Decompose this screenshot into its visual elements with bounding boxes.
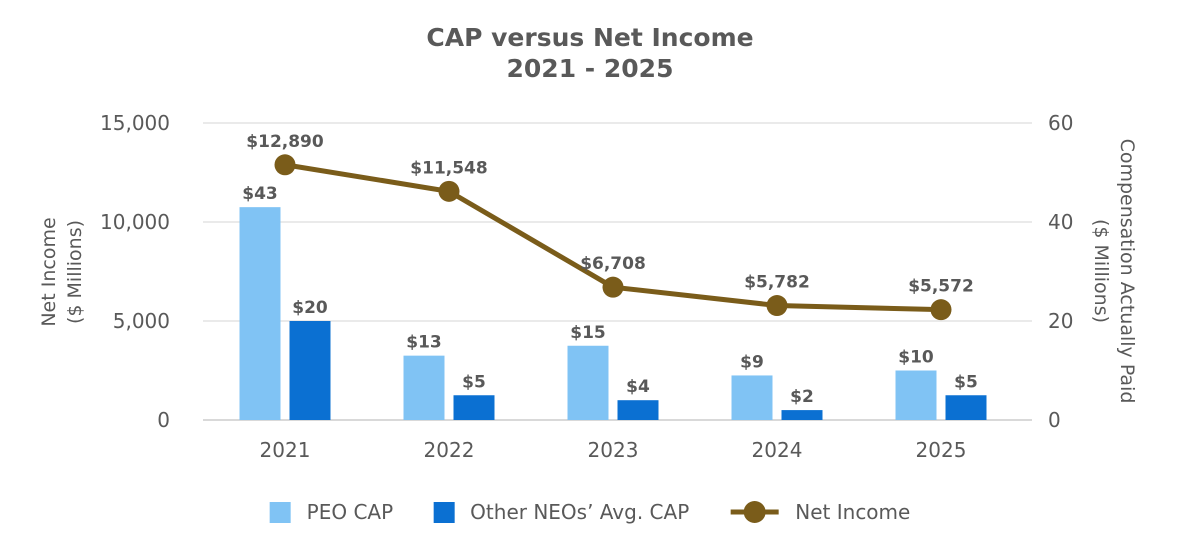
bar-other-neos-avg-cap-2021 [289, 321, 331, 420]
right-axis-tick: 20 [1048, 309, 1073, 333]
left-axis-tick: 5,000 [113, 309, 170, 333]
bar-other-neos-avg-cap-2022 [453, 395, 495, 420]
bar-label-peo-cap-2024: $9 [740, 352, 764, 372]
bar-label-other-neos-avg-cap-2025: $5 [954, 372, 978, 392]
net-income-label-2024: $5,782 [744, 273, 810, 293]
bar-label-peo-cap-2023: $15 [570, 323, 606, 343]
net-income-marker-2025 [930, 299, 952, 321]
legend-label-net-income: Net Income [795, 500, 911, 524]
x-axis-label-2025: 2025 [916, 438, 967, 462]
bar-other-neos-avg-cap-2023 [617, 400, 659, 420]
net-income-label-2021: $12,890 [246, 132, 324, 152]
bar-label-other-neos-avg-cap-2022: $5 [462, 372, 486, 392]
bar-peo-cap-2021 [239, 207, 281, 420]
net-income-label-2023: $6,708 [580, 254, 646, 274]
legend-item-peo-cap: PEO CAP [269, 500, 394, 524]
left-axis-tick: 10,000 [100, 210, 170, 234]
bar-label-other-neos-avg-cap-2021: $20 [292, 298, 328, 318]
bar-other-neos-avg-cap-2025 [945, 395, 987, 420]
x-axis-label-2022: 2022 [424, 438, 475, 462]
net-income-marker-2021 [274, 154, 296, 176]
net-income-line-marker-icon [730, 501, 779, 523]
legend-item-net-income: Net Income [729, 499, 910, 525]
chart-title-line2: 2021 - 2025 [506, 54, 674, 83]
net-income-marker-2024 [766, 295, 788, 317]
bar-other-neos-avg-cap-2024 [781, 410, 823, 420]
bar-label-peo-cap-2022: $13 [406, 333, 442, 353]
bar-label-other-neos-avg-cap-2024: $2 [790, 387, 814, 407]
legend-item-other-neos-avg-cap: Other NEOs’ Avg. CAP [433, 500, 689, 524]
bar-label-other-neos-avg-cap-2023: $4 [626, 377, 650, 397]
other-neos-avg-cap-swatch-icon [433, 501, 455, 523]
net-income-marker-2022 [438, 180, 460, 202]
right-axis-tick: 40 [1048, 210, 1073, 234]
legend: PEO CAP Other NEOs’ Avg. CAP Net Income [269, 499, 910, 525]
legend-label-other-neos-avg-cap: Other NEOs’ Avg. CAP [470, 500, 690, 524]
x-axis-label-2023: 2023 [588, 438, 639, 462]
x-axis-label-2024: 2024 [752, 438, 803, 462]
left-axis-tick: 15,000 [100, 111, 170, 135]
bar-label-peo-cap-2021: $43 [242, 184, 278, 204]
chart-title-line1: CAP versus Net Income [426, 23, 754, 52]
net-income-label-2022: $11,548 [410, 158, 487, 178]
bar-peo-cap-2022 [403, 355, 445, 420]
net-income-label-2025: $5,572 [908, 277, 974, 297]
legend-label-peo-cap: PEO CAP [306, 500, 394, 524]
chart-title: CAP versus Net Income 2021 - 2025 [0, 22, 1180, 84]
bar-peo-cap-2025 [895, 370, 937, 420]
peo-cap-swatch-icon [269, 501, 291, 523]
right-axis-tick: 60 [1048, 111, 1073, 135]
x-axis-label-2021: 2021 [260, 438, 311, 462]
right-axis-tick: 0 [1048, 408, 1061, 432]
left-axis-tick: 0 [157, 408, 170, 432]
bar-label-peo-cap-2025: $10 [898, 348, 934, 368]
net-income-marker-2023 [602, 276, 624, 298]
bar-peo-cap-2024 [731, 375, 773, 420]
bar-peo-cap-2023 [567, 345, 609, 420]
